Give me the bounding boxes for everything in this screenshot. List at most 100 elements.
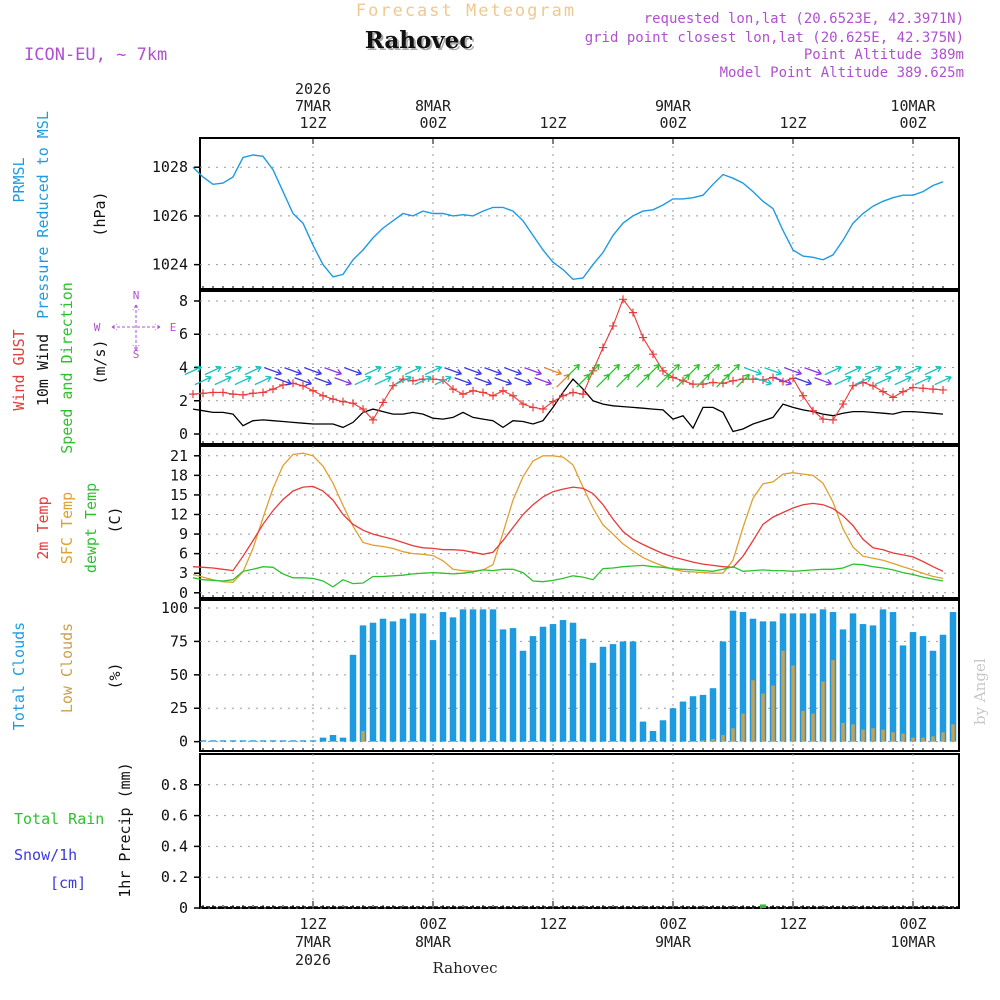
x-bottom-label: 00Z (899, 915, 926, 933)
total-cloud-bar (609, 644, 617, 742)
barb-head (573, 363, 580, 371)
total-cloud-bar (249, 740, 257, 742)
clouds-unit: (%) (106, 662, 124, 689)
barb-head (445, 375, 452, 383)
barb-head (265, 375, 272, 383)
barb-shaft (686, 364, 700, 378)
total-cloud-bar (859, 624, 867, 742)
y-tick-label: 75 (170, 632, 188, 650)
low-cloud-bar (711, 738, 715, 742)
barb-shaft (344, 367, 362, 375)
wind-speed-line (192, 378, 944, 433)
rain-bar (760, 904, 766, 908)
low-cloud-bar (721, 734, 725, 742)
wind-direction-barb (464, 367, 482, 376)
gust-marker (709, 378, 717, 387)
wind-direction-barb (504, 367, 522, 376)
low-cloud-bar (771, 685, 775, 742)
barb-head (555, 368, 562, 376)
gust-marker (689, 380, 697, 389)
panel-frame (199, 137, 960, 290)
wind-gust-label: Wind GUST (10, 329, 28, 410)
y-tick-label: 18 (170, 466, 188, 484)
barb-head (305, 378, 312, 386)
gust-marker (269, 385, 277, 394)
wind-direction-barb (344, 367, 362, 376)
total-cloud-bar (799, 613, 807, 742)
total-cloud-bar (559, 620, 567, 742)
wind-direction-barb (214, 375, 232, 386)
total-cloud-bar (839, 629, 847, 742)
low-cloud-bar (761, 693, 765, 742)
x-top-label: 12Z (779, 114, 806, 132)
barb-shaft (234, 376, 252, 386)
compass-west: W (94, 321, 101, 334)
y-tick-label: 4 (179, 359, 188, 377)
x-bottom-label: 12Z (299, 915, 326, 933)
gust-marker (849, 381, 857, 390)
x-top-label: 12Z (539, 114, 566, 132)
barb-head (475, 368, 482, 376)
sfc-temp-label: SFC Temp (58, 492, 76, 564)
barb-shaft (744, 367, 762, 375)
wind-direction-barb (184, 365, 202, 376)
barb-head (733, 363, 740, 371)
precip-unit: 1hr Precip (mm) (116, 762, 134, 897)
total-cloud-bar (819, 609, 827, 742)
total-cloud-bar (259, 740, 267, 742)
total-cloud-bar (489, 609, 497, 742)
total-cloud-bar (499, 629, 507, 742)
total-cloud-bar (239, 740, 247, 742)
compass-east: E (170, 321, 177, 334)
gust-marker (249, 389, 257, 398)
gust-marker (229, 390, 237, 399)
total-cloud-bar (679, 701, 687, 742)
grid-point-coords: grid point closest lon,lat (20.625E, 42.… (585, 30, 964, 46)
barb-head (405, 375, 412, 383)
gust-marker (909, 383, 917, 392)
barb-shaft (294, 377, 312, 385)
wind-direction-barb (754, 377, 772, 386)
model-point-altitude: Model Point Altitude 389.625m (720, 65, 964, 81)
barb-head (395, 365, 402, 373)
low-cloud-bar (841, 722, 845, 742)
barb-head (425, 375, 432, 383)
barb-head (693, 363, 700, 371)
wind-direction-barb (494, 377, 512, 386)
x-top-label: 10MAR (890, 97, 936, 115)
barb-head (255, 365, 262, 373)
x-top-label: 12Z (299, 114, 326, 132)
barb-shaft (354, 376, 372, 386)
barb-head (235, 365, 242, 373)
wind-direction-barb (434, 375, 452, 386)
x-top-label: 9MAR (655, 97, 692, 115)
x-top-label: 00Z (659, 114, 686, 132)
gust-marker (329, 395, 337, 404)
barb-shaft (864, 366, 882, 376)
wind-direction-barb (844, 365, 862, 376)
wind-direction-barb (736, 373, 750, 388)
total-cloud-bar (589, 662, 597, 742)
wind-direction-barb (474, 377, 492, 386)
total-cloud-bar (939, 634, 947, 742)
total-cloud-bar (569, 622, 577, 742)
barb-shaft (494, 377, 512, 385)
barb-head (365, 375, 372, 383)
y-tick-label: 25 (170, 699, 188, 717)
barb-head (865, 375, 872, 383)
gust-marker (829, 415, 837, 424)
barb-head (755, 368, 762, 376)
temp-unit: (C) (106, 506, 124, 533)
total-cloud-bar (529, 636, 537, 742)
barb-head (515, 368, 522, 376)
wind-direction-barb (294, 377, 312, 386)
y-tick-label: 1024 (152, 256, 188, 274)
x-top-label: 8MAR (415, 97, 452, 115)
wind-10m-label: 10m Wind (34, 334, 52, 406)
total-cloud-bar (919, 636, 927, 742)
total-cloud-bar (439, 612, 447, 742)
total-cloud-bar (209, 740, 217, 742)
precip-panel: 0 0.2 0.4 0.6 0.8 (161, 753, 960, 917)
barb-shaft (404, 366, 422, 376)
